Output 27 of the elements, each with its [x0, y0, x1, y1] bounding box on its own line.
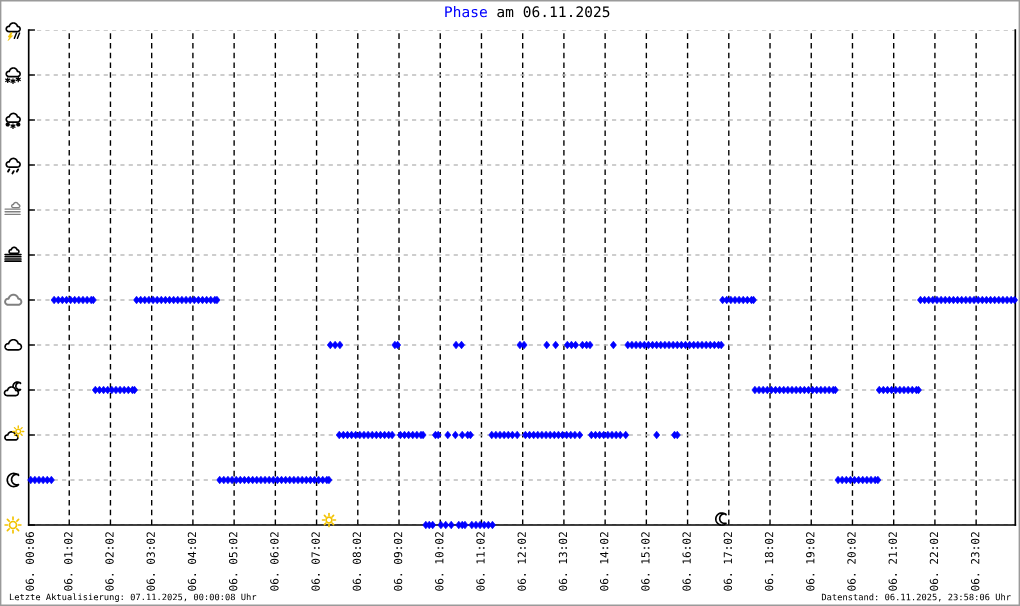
x-tick-label: 06. 00:06 — [25, 531, 35, 591]
chart-title: Phase am 06.11.2025 — [445, 5, 610, 18]
x-tick-label: 06. 01:02 — [64, 532, 73, 591]
x-tick-label: 06. 03:02 — [146, 532, 155, 591]
x-tick-label: 06. 06:02 — [270, 532, 279, 591]
text: Letzte Aktualisierung: 07.11.2025, 00:00:08 Uhr — [9, 593, 257, 602]
x-tick-label: 06. 13:02 — [558, 532, 568, 591]
text: Datenstand: 06.11.2025, 23:58:06 Uhr — [821, 593, 1011, 602]
x-tick-label: 06. 18:02 — [764, 532, 774, 591]
x-tick-label: 06. 16:02 — [682, 532, 691, 591]
x-tick-label: 06. 11:02 — [476, 532, 485, 591]
x-tick-label: 06. 02:02 — [105, 532, 114, 591]
x-tick-label: 06. 21:02 — [888, 532, 897, 591]
x-tick-label: 06. 12:02 — [517, 532, 526, 591]
x-tick-label: 06. 05:02 — [228, 532, 238, 591]
x-tick-label: 06. 17:02 — [723, 532, 733, 591]
x-tick-label: 06. 15:02 — [641, 532, 650, 591]
x-tick-label: 06. 23:02 — [970, 532, 980, 591]
x-tick-label: 06. 22:02 — [929, 532, 939, 591]
x-tick-label: 06. 04:02 — [187, 532, 197, 591]
x-tick-label: 06. 07:02 — [311, 532, 320, 591]
x-tick-label: 06. 14:02 — [599, 532, 609, 591]
x-tick-label: 06. 20:02 — [847, 532, 856, 591]
x-tick-label: 06. 10:02 — [435, 532, 444, 591]
x-tick-label: 06. 09:02 — [393, 532, 403, 591]
x-tick-label: 06. 19:02 — [806, 532, 815, 591]
x-tick-label: 06. 08:02 — [352, 532, 362, 591]
